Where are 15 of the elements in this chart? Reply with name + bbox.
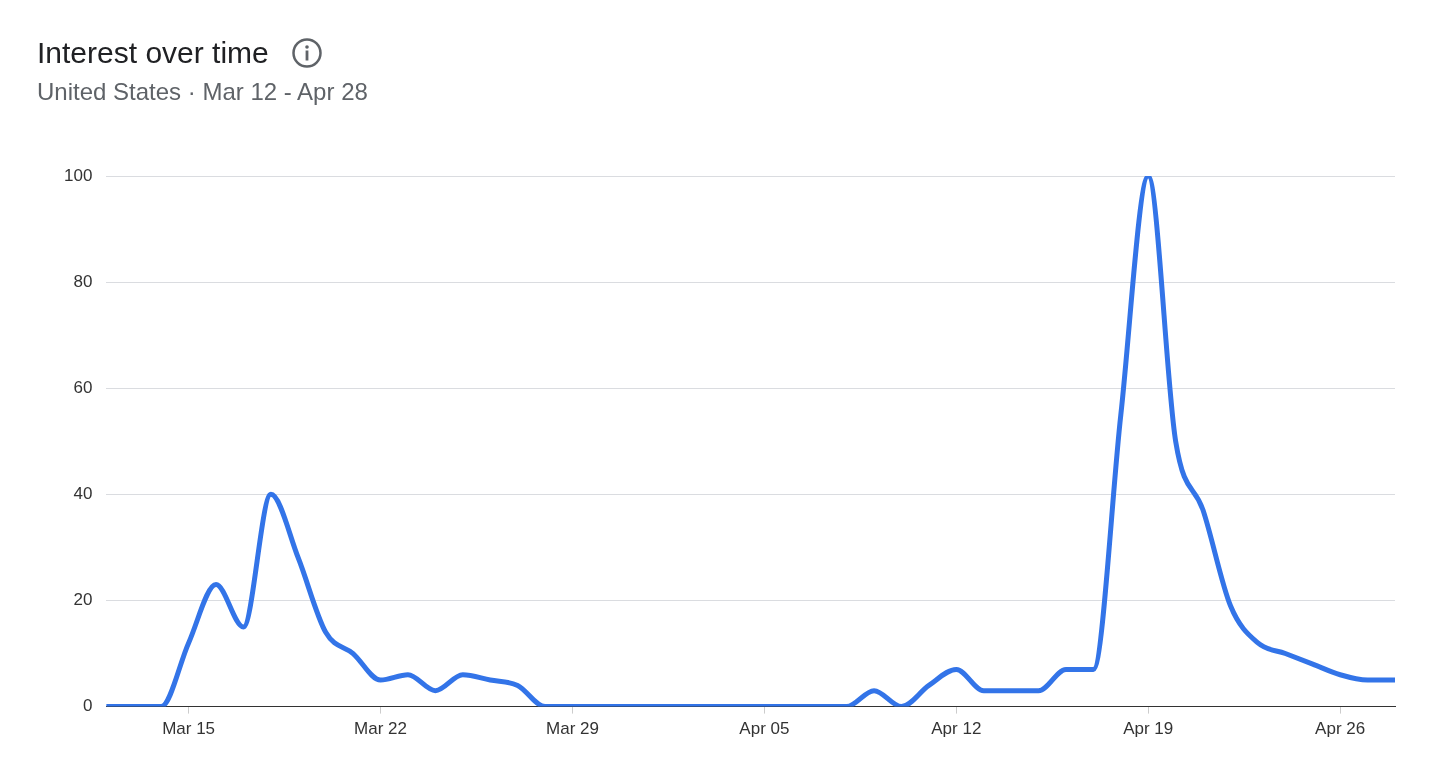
y-tick-label: 100 [63,165,93,185]
y-tick-label: 60 [73,377,93,397]
x-tick-label: Apr 19 [1123,719,1174,739]
x-tick-label: Apr 05 [739,719,790,739]
x-tick-label: Mar 22 [354,719,407,739]
chart-title: Interest over time [37,36,269,70]
y-tick-label: 0 [82,696,93,716]
chart-subtitle: United States · Mar 12 - Apr 28 [36,78,369,106]
y-tick-label: 80 [73,271,93,291]
x-tick-label: Mar 29 [546,719,599,739]
x-tick-label: Apr 26 [1315,719,1366,739]
y-tick-label: 20 [73,590,93,610]
y-tick-label: 40 [73,484,93,504]
x-tick-label: Apr 12 [931,719,982,739]
x-tick-label: Mar 15 [162,719,216,739]
